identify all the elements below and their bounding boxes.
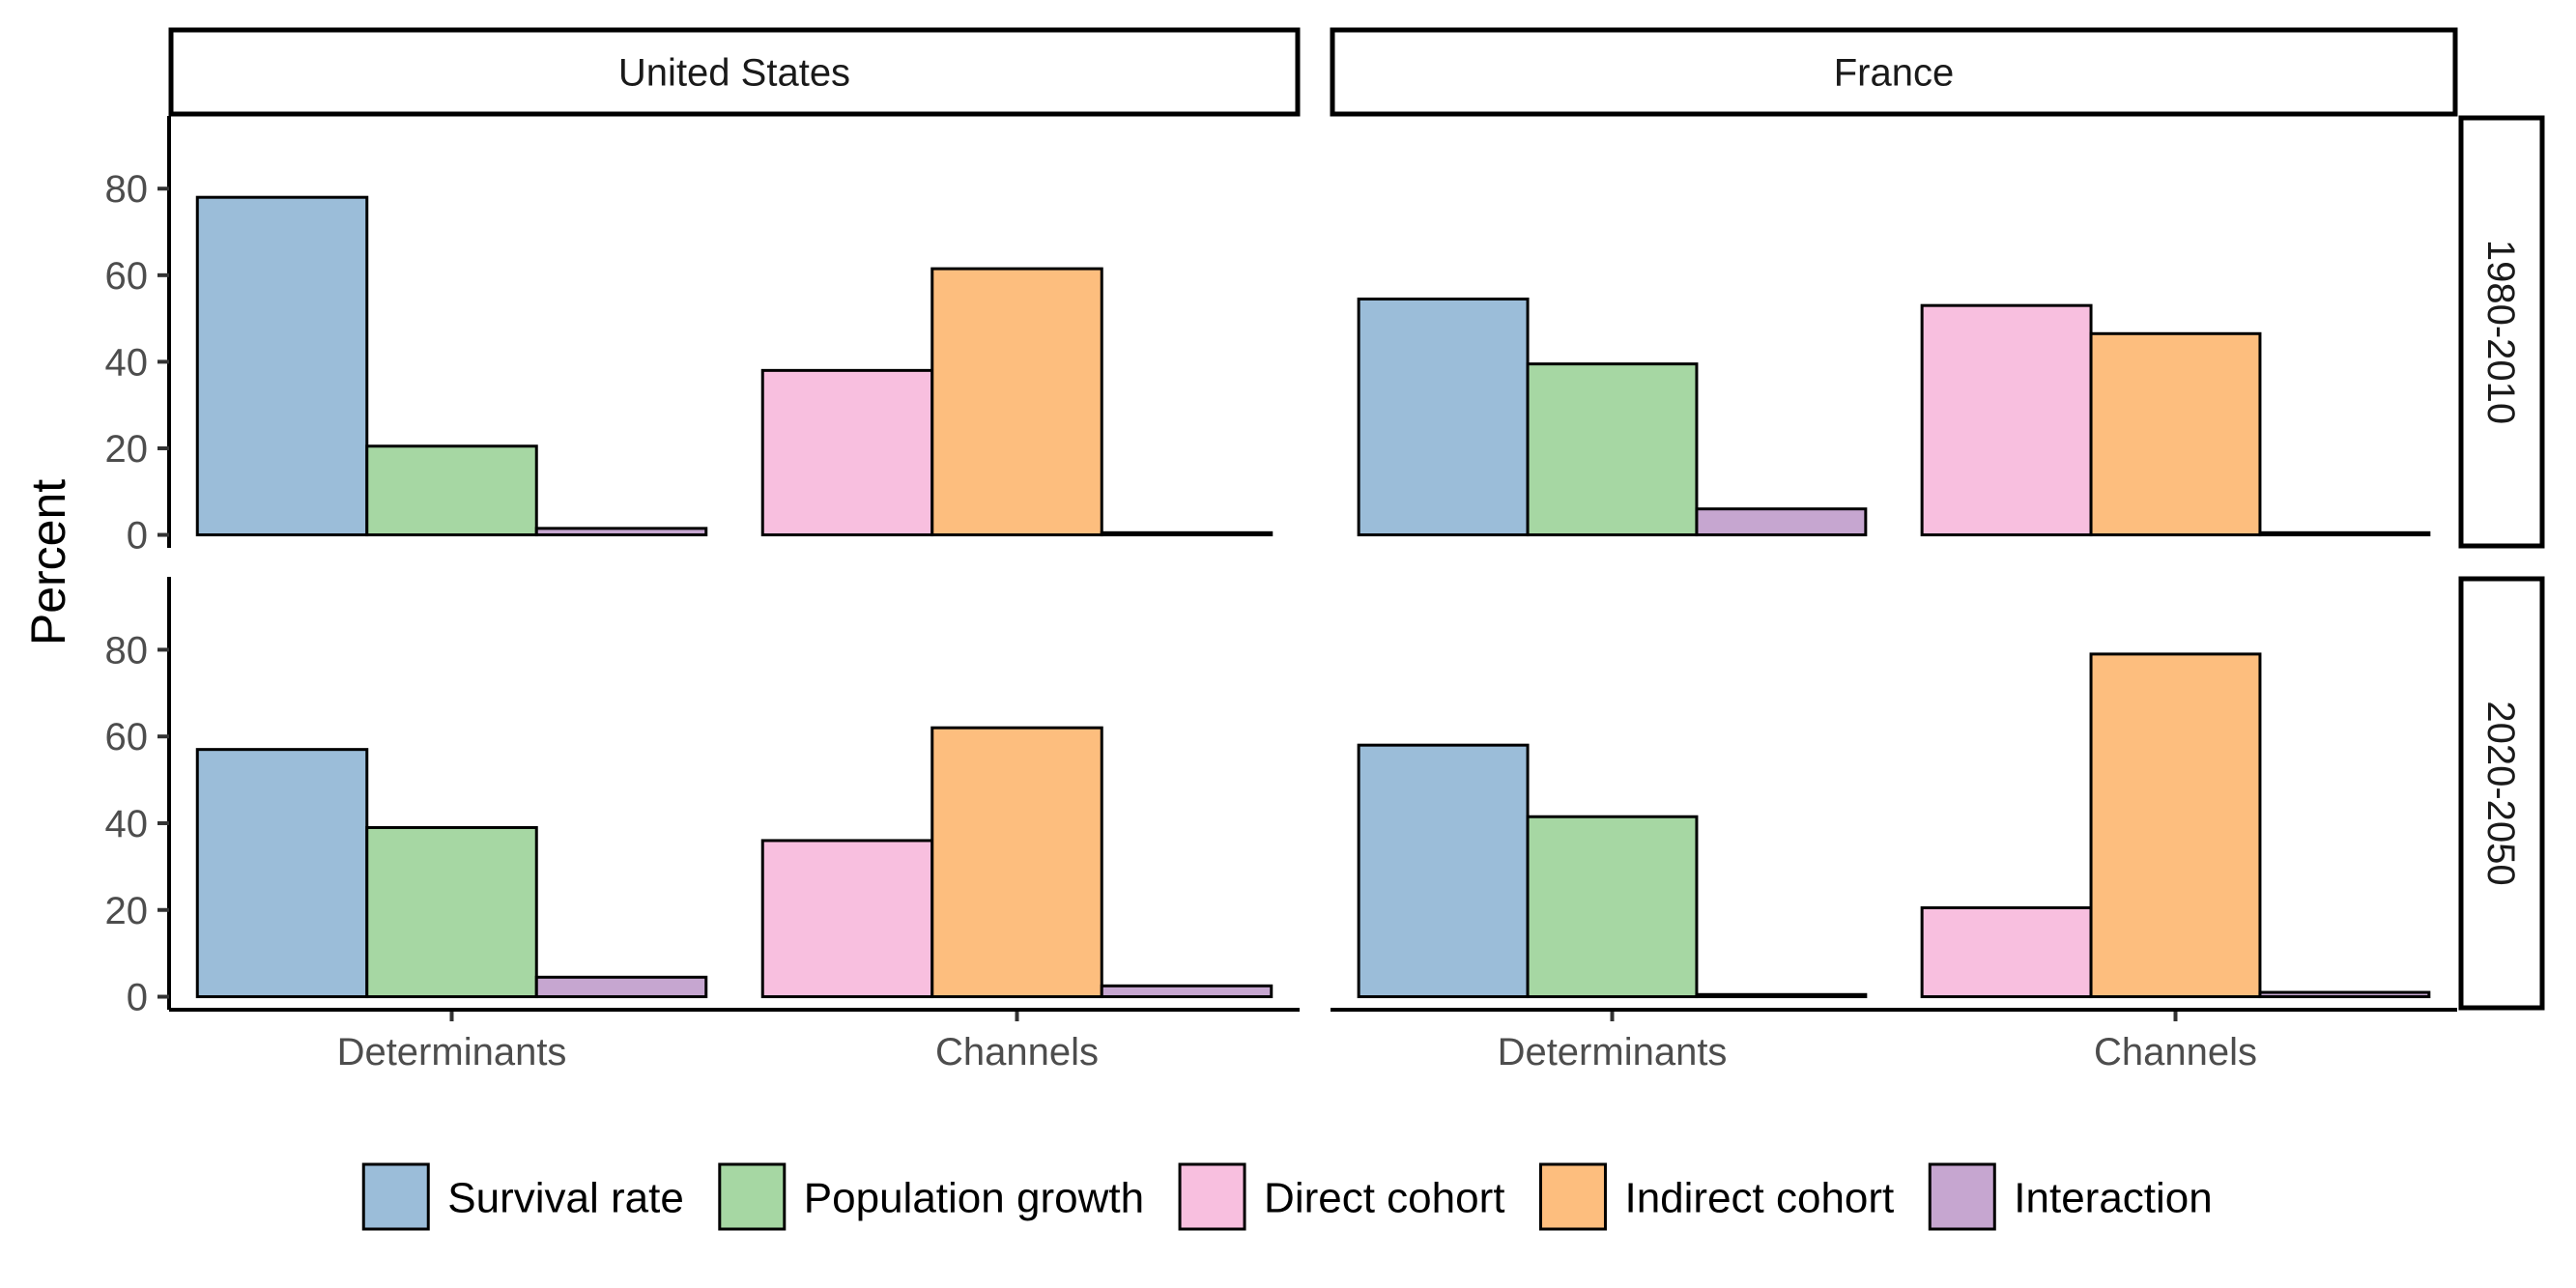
bar-determinants-survival-rate [1357, 297, 1530, 537]
legend-label: Population growth [804, 1175, 1144, 1222]
legend-item-survival-rate: Survival rate [361, 1162, 684, 1231]
strip-row-2020-2050: 2020-2050 [2458, 576, 2545, 1011]
strip-column-label: France [1834, 52, 1955, 95]
y-tick-label-60: 60 [105, 716, 149, 758]
legend-swatch [1538, 1162, 1607, 1231]
bar-determinants-survival-rate [195, 195, 369, 537]
strip-column-label: United States [618, 52, 850, 95]
bar-determinants-population-growth [365, 825, 538, 999]
bar-determinants-population-growth [365, 444, 538, 537]
y-tick-label-40: 40 [105, 341, 149, 384]
legend-swatch [1178, 1162, 1246, 1231]
bar-channels-direct-cohort [760, 839, 934, 999]
y-tick-label-60: 60 [105, 255, 149, 298]
y-tick-label-80: 80 [105, 168, 149, 211]
strip-row-box [2458, 576, 2545, 1011]
y-tick-label-40: 40 [105, 803, 149, 845]
bar-determinants-interaction [1695, 507, 1868, 537]
x-tick-label-determinants: Determinants [1498, 1031, 1728, 1073]
legend-item-direct-cohort: Direct cohort [1178, 1162, 1504, 1231]
bar-determinants-interaction [1695, 992, 1868, 999]
y-tick-label-20: 20 [105, 428, 149, 471]
bar-determinants-population-growth [1526, 815, 1699, 999]
strip-row-label: 2020-2050 [2479, 701, 2522, 885]
bar-channels-indirect-cohort [930, 267, 1103, 537]
legend-label: Interaction [2014, 1175, 2212, 1222]
strip-column-united-states: United States [168, 27, 1301, 117]
x-tick-label-channels: Channels [2094, 1031, 2257, 1073]
bar-determinants-interaction [534, 975, 708, 999]
legend-label: Direct cohort [1264, 1175, 1504, 1222]
bar-channels-indirect-cohort [2089, 331, 2262, 537]
bar-channels-interaction [1100, 530, 1274, 537]
bar-channels-indirect-cohort [2089, 652, 2262, 999]
strip-column-box [1330, 27, 2458, 117]
bar-determinants-survival-rate [195, 748, 369, 999]
facet-strips: United States France 1980-2010 2020-2050 [168, 27, 2545, 1011]
y-tick-label-0: 0 [127, 515, 148, 558]
y-tick-label-0: 0 [127, 977, 148, 1019]
bar-determinants-interaction [534, 527, 708, 537]
legend: Survival rate Population growth Direct coh… [361, 1162, 2213, 1231]
bar-channels-interaction [1100, 984, 1274, 999]
legend-label: Indirect cohort [1624, 1175, 1894, 1222]
y-tick-label-20: 20 [105, 890, 149, 932]
panel-united-states-2020-2050: Determinants Channels 0 20 40 60 80 [105, 577, 1300, 1073]
panel-france-1980-2010 [1357, 297, 2431, 537]
panel-united-states-1980-2010: 0 20 40 60 80 [105, 116, 1274, 558]
bar-channels-direct-cohort [1920, 303, 2093, 537]
legend-swatch [718, 1162, 787, 1231]
legend-item-population-growth: Population growth [718, 1162, 1144, 1231]
bar-channels-interaction [2258, 990, 2431, 999]
strip-column-box [168, 27, 1301, 117]
strip-row-1980-2010: 1980-2010 [2458, 115, 2545, 549]
bar-channels-indirect-cohort [930, 726, 1103, 999]
x-tick-label-channels: Channels [935, 1031, 1099, 1073]
legend-label: Survival rate [447, 1175, 684, 1222]
legend-swatch [361, 1162, 430, 1231]
panel-france-2020-2050: Determinants Channels [1331, 652, 2457, 1073]
strip-row-label: 1980-2010 [2479, 240, 2522, 424]
bar-channels-direct-cohort [760, 368, 934, 537]
strip-column-france: France [1330, 27, 2458, 117]
legend-item-interaction: Interaction [1928, 1162, 2213, 1231]
bar-determinants-population-growth [1526, 362, 1699, 537]
y-axis-title: Percent [21, 479, 75, 645]
y-tick-label-80: 80 [105, 629, 149, 672]
strip-row-box [2458, 115, 2545, 549]
legend-item-indirect-cohort: Indirect cohort [1538, 1162, 1894, 1231]
bar-determinants-survival-rate [1357, 743, 1530, 999]
legend-swatch [1928, 1162, 1996, 1231]
x-tick-label-determinants: Determinants [337, 1031, 567, 1073]
bar-channels-interaction [2258, 530, 2431, 537]
bar-channels-direct-cohort [1920, 906, 2093, 999]
